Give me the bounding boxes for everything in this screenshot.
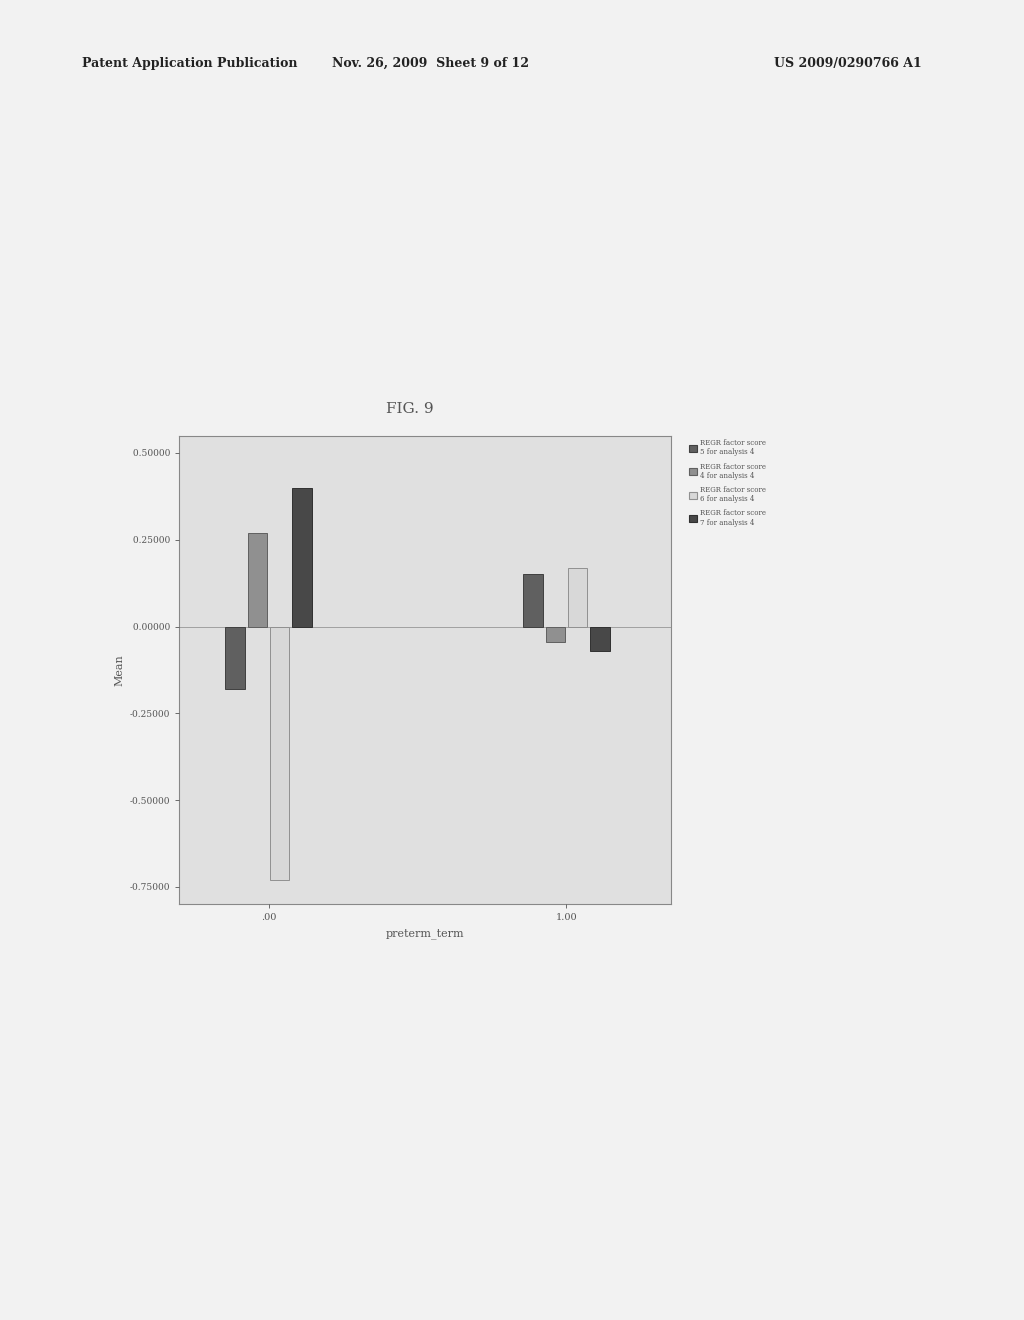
Text: US 2009/0290766 A1: US 2009/0290766 A1	[774, 57, 922, 70]
Text: FIG. 9: FIG. 9	[386, 401, 433, 416]
Bar	[292, 487, 311, 627]
Bar	[568, 568, 588, 627]
X-axis label: preterm_term: preterm_term	[386, 928, 464, 939]
Bar	[590, 627, 609, 651]
Text: Patent Application Publication: Patent Application Publication	[82, 57, 297, 70]
Y-axis label: Mean: Mean	[114, 653, 124, 686]
Text: Nov. 26, 2009  Sheet 9 of 12: Nov. 26, 2009 Sheet 9 of 12	[332, 57, 528, 70]
Bar	[248, 533, 267, 627]
Bar	[523, 574, 543, 627]
Legend: REGR factor score
5 for analysis 4, REGR factor score
4 for analysis 4, REGR fac: REGR factor score 5 for analysis 4, REGR…	[689, 440, 766, 527]
Bar	[546, 627, 565, 642]
Bar	[270, 627, 290, 880]
Bar	[225, 627, 245, 689]
